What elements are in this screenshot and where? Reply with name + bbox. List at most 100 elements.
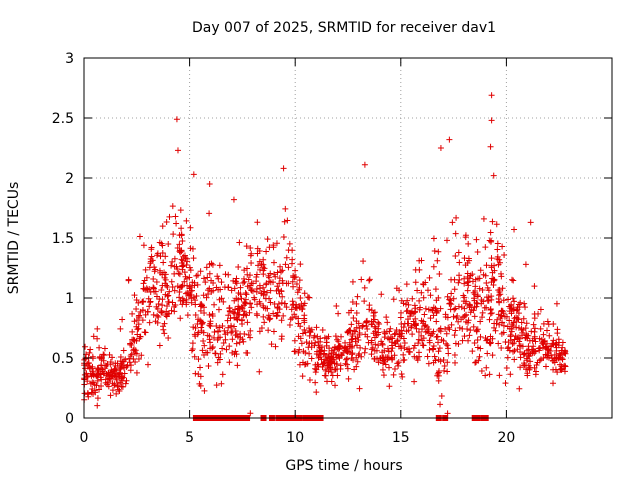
- data-point: [93, 373, 100, 380]
- data-point: [296, 277, 303, 284]
- data-point: [313, 389, 320, 396]
- data-point: [487, 229, 494, 236]
- data-point: [94, 325, 101, 332]
- data-point: [496, 298, 503, 305]
- data-point: [82, 365, 89, 372]
- data-point: [301, 317, 308, 324]
- data-point: [511, 298, 518, 305]
- data-point: [270, 279, 277, 286]
- data-point: [371, 309, 378, 316]
- data-point: [276, 290, 283, 297]
- data-point: [473, 236, 480, 243]
- data-point: [142, 266, 149, 273]
- data-point: [543, 343, 550, 350]
- data-point: [271, 271, 278, 278]
- data-point: [266, 295, 273, 302]
- data-point: [241, 278, 248, 285]
- data-point: [254, 219, 261, 226]
- data-point: [127, 367, 134, 374]
- data-point: [231, 314, 238, 321]
- data-point: [100, 357, 107, 364]
- data-point: [159, 302, 166, 309]
- data-point: [222, 336, 229, 343]
- data-point: [245, 331, 252, 338]
- data-point: [215, 335, 222, 342]
- data-point: [206, 210, 213, 217]
- data-point: [437, 305, 444, 312]
- data-point: [476, 353, 483, 360]
- data-point: [382, 361, 389, 368]
- data-point: [306, 350, 313, 357]
- data-point: [256, 298, 263, 305]
- data-point: [401, 340, 408, 347]
- data-point: [84, 360, 91, 367]
- data-point: [176, 289, 183, 296]
- data-point: [289, 314, 296, 321]
- data-point: [194, 272, 201, 279]
- data-point: [116, 388, 123, 395]
- data-point: [430, 235, 437, 242]
- data-point: [306, 327, 313, 334]
- data-point: [183, 301, 190, 308]
- data-point: [266, 244, 273, 251]
- data-point: [86, 349, 93, 356]
- data-point: [206, 270, 213, 277]
- data-point: [497, 315, 504, 322]
- y-tick-label: 1: [65, 291, 74, 307]
- data-point: [437, 401, 444, 408]
- data-point: [399, 373, 406, 380]
- data-point: [542, 363, 549, 370]
- data-point: [511, 347, 518, 354]
- data-point: [364, 326, 371, 333]
- data-point: [375, 331, 382, 338]
- data-point: [239, 336, 246, 343]
- data-point: [484, 284, 491, 291]
- data-point: [386, 383, 393, 390]
- data-point: [444, 359, 451, 366]
- data-point: [190, 255, 197, 262]
- data-point: [181, 252, 188, 259]
- data-point: [165, 292, 172, 299]
- data-point: [184, 312, 191, 319]
- data-point: [236, 311, 243, 318]
- data-point: [470, 295, 477, 302]
- data-point: [129, 328, 136, 335]
- data-point: [117, 354, 124, 361]
- data-point: [317, 348, 324, 355]
- data-point: [456, 259, 463, 266]
- data-point: [448, 321, 455, 328]
- data-point: [495, 340, 502, 347]
- data-point: [218, 295, 225, 302]
- data-point: [529, 337, 536, 344]
- data-point: [140, 298, 147, 305]
- data-point: [91, 387, 98, 394]
- data-point: [398, 327, 405, 334]
- data-point: [368, 337, 375, 344]
- data-point: [515, 310, 522, 317]
- data-point: [553, 300, 560, 307]
- data-point: [411, 321, 418, 328]
- data-point: [483, 364, 490, 371]
- x-tick-label: 0: [80, 430, 89, 446]
- data-point: [353, 309, 360, 316]
- data-point: [292, 267, 299, 274]
- data-point: [275, 300, 282, 307]
- data-point: [216, 262, 223, 269]
- data-point: [386, 364, 393, 371]
- data-point: [281, 218, 288, 225]
- data-point: [139, 298, 146, 305]
- data-point: [394, 338, 401, 345]
- data-point: [260, 302, 267, 309]
- data-point: [112, 360, 119, 367]
- data-point: [282, 300, 289, 307]
- data-point: [499, 319, 506, 326]
- data-point: [232, 348, 239, 355]
- data-point: [346, 327, 353, 334]
- data-point: [279, 267, 286, 274]
- y-axis-label: SRMTID / TECUs: [6, 182, 22, 295]
- data-point: [511, 336, 518, 343]
- data-point: [350, 357, 357, 364]
- data-point: [230, 277, 237, 284]
- data-point: [495, 287, 502, 294]
- data-point: [304, 360, 311, 367]
